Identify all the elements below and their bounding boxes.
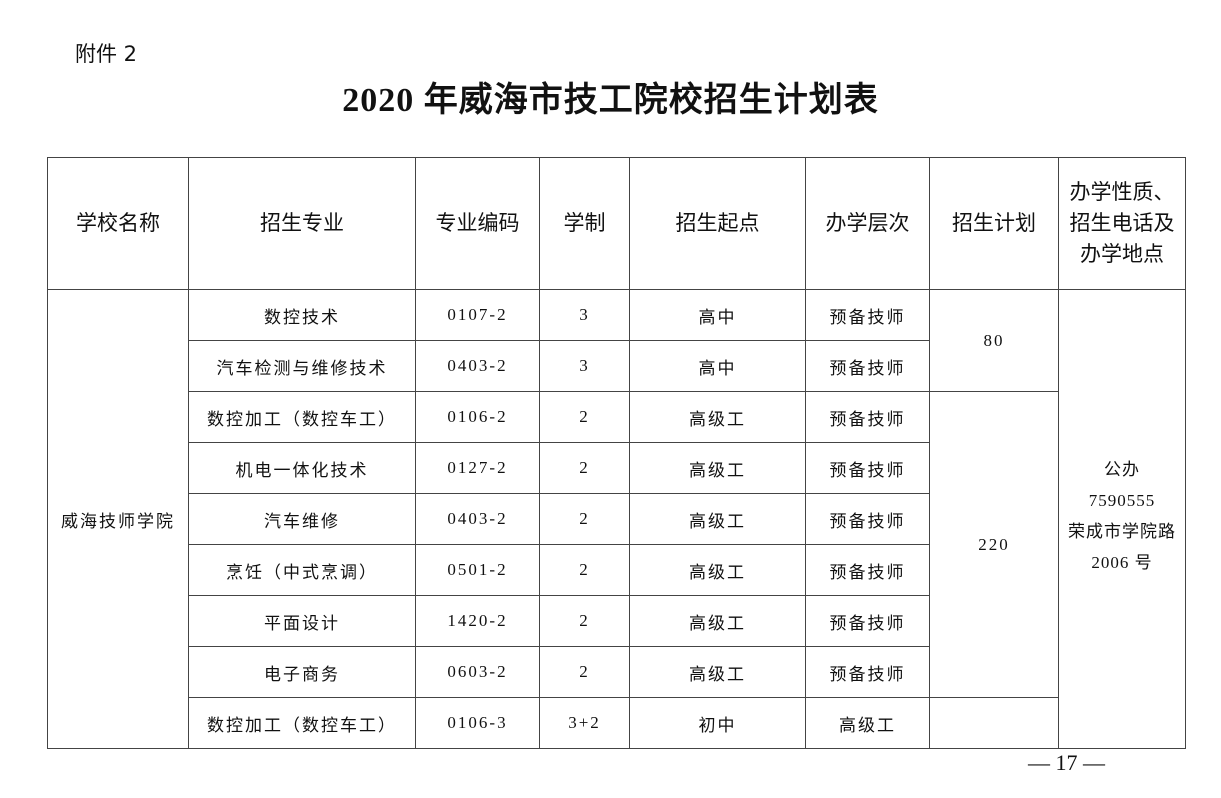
cell-duration: 2 — [539, 391, 630, 443]
cell-code: 0403-2 — [415, 493, 540, 545]
cell-level: 高级工 — [805, 697, 930, 749]
header-row: 学校名称 招生专业 专业编码 学制 招生起点 办学层次 招生计划 办学性质、招生… — [47, 157, 1186, 290]
cell-duration: 2 — [539, 595, 630, 647]
info-address-line2: 2006 号 — [1091, 553, 1153, 572]
table-row: 电子商务 0603-2 2 高级工 预备技师 — [48, 646, 1186, 698]
cell-level: 预备技师 — [805, 340, 930, 392]
header-info-text: 办学性质、招生电话及办学地点 — [1069, 180, 1175, 266]
cell-code: 0107-2 — [415, 289, 540, 341]
cell-code: 0106-3 — [415, 697, 540, 749]
cell-major: 机电一体化技术 — [188, 442, 416, 494]
cell-code: 0403-2 — [415, 340, 540, 392]
cell-duration: 3 — [539, 289, 630, 341]
cell-level: 预备技师 — [805, 289, 930, 341]
cell-code: 0501-2 — [415, 544, 540, 596]
cell-major: 汽车检测与维修技术 — [188, 340, 416, 392]
header-plan: 招生计划 — [929, 157, 1059, 290]
header-info: 办学性质、招生电话及办学地点 — [1058, 157, 1186, 290]
cell-duration: 3 — [539, 340, 630, 392]
table-row: 烹饪（中式烹调） 0501-2 2 高级工 预备技师 — [48, 544, 1186, 596]
cell-major: 数控技术 — [188, 289, 416, 341]
enrollment-plan-table: 学校名称 招生专业 专业编码 学制 招生起点 办学层次 招生计划 办学性质、招生… — [47, 157, 1186, 749]
attachment-label: 附件 2 — [75, 42, 138, 66]
cell-duration: 3+2 — [539, 697, 630, 749]
info-phone: 7590555 — [1088, 491, 1156, 510]
cell-code: 0106-2 — [415, 391, 540, 443]
header-start: 招生起点 — [629, 157, 806, 290]
cell-level: 预备技师 — [805, 646, 930, 698]
cell-major: 数控加工（数控车工） — [188, 391, 416, 443]
cell-duration: 2 — [539, 646, 630, 698]
cell-level: 预备技师 — [805, 595, 930, 647]
cell-start: 高级工 — [629, 391, 806, 443]
header-code: 专业编码 — [415, 157, 540, 290]
cell-start: 高中 — [629, 340, 806, 392]
info-nature: 公办 — [1104, 460, 1140, 479]
cell-level: 预备技师 — [805, 391, 930, 443]
cell-plan: 80 — [929, 289, 1059, 392]
page-number: — 17 — — [1028, 750, 1105, 775]
cell-major: 烹饪（中式烹调） — [188, 544, 416, 596]
table-row: 数控加工（数控车工） 0106-3 3+2 初中 高级工 — [48, 697, 1186, 749]
cell-duration: 2 — [539, 442, 630, 494]
cell-plan: 220 — [929, 391, 1059, 698]
table-row: 机电一体化技术 0127-2 2 高级工 预备技师 — [48, 442, 1186, 494]
cell-major: 平面设计 — [188, 595, 416, 647]
cell-code: 1420-2 — [415, 595, 540, 647]
cell-major: 电子商务 — [188, 646, 416, 698]
cell-code: 0603-2 — [415, 646, 540, 698]
cell-major: 汽车维修 — [188, 493, 416, 545]
table-row: 数控加工（数控车工） 0106-2 2 高级工 预备技师 220 — [48, 391, 1186, 698]
cell-plan — [929, 697, 1059, 749]
cell-info: 公办 7590555 荣成市学院路 2006 号 — [1058, 289, 1186, 749]
header-duration: 学制 — [539, 157, 630, 290]
header-major: 招生专业 — [188, 157, 416, 290]
table-row: 平面设计 1420-2 2 高级工 预备技师 — [48, 595, 1186, 647]
cell-start: 高级工 — [629, 544, 806, 596]
cell-start: 初中 — [629, 697, 806, 749]
cell-level: 预备技师 — [805, 493, 930, 545]
info-address-line1: 荣成市学院路 — [1068, 522, 1176, 541]
table-row: 威海技师学院 数控技术 0107-2 3 高中 预备技师 80 公办 7590555 荣成市学院路… — [47, 289, 1186, 749]
cell-major: 数控加工（数控车工） — [188, 697, 416, 749]
cell-code: 0127-2 — [415, 442, 540, 494]
cell-duration: 2 — [539, 493, 630, 545]
cell-level: 预备技师 — [805, 442, 930, 494]
table-row: 汽车检测与维修技术 0403-2 3 高中 预备技师 — [48, 340, 1186, 392]
table-row: 汽车维修 0403-2 2 高级工 预备技师 — [48, 493, 1186, 545]
cell-start: 高级工 — [629, 493, 806, 545]
page-title: 2020 年威海市技工院校招生计划表 — [342, 82, 879, 119]
cell-start: 高级工 — [629, 646, 806, 698]
cell-start: 高级工 — [629, 442, 806, 494]
cell-level: 预备技师 — [805, 544, 930, 596]
header-level: 办学层次 — [805, 157, 930, 290]
cell-start: 高级工 — [629, 595, 806, 647]
cell-start: 高中 — [629, 289, 806, 341]
header-school: 学校名称 — [47, 157, 189, 290]
school-name: 威海技师学院 — [47, 289, 189, 749]
cell-duration: 2 — [539, 544, 630, 596]
